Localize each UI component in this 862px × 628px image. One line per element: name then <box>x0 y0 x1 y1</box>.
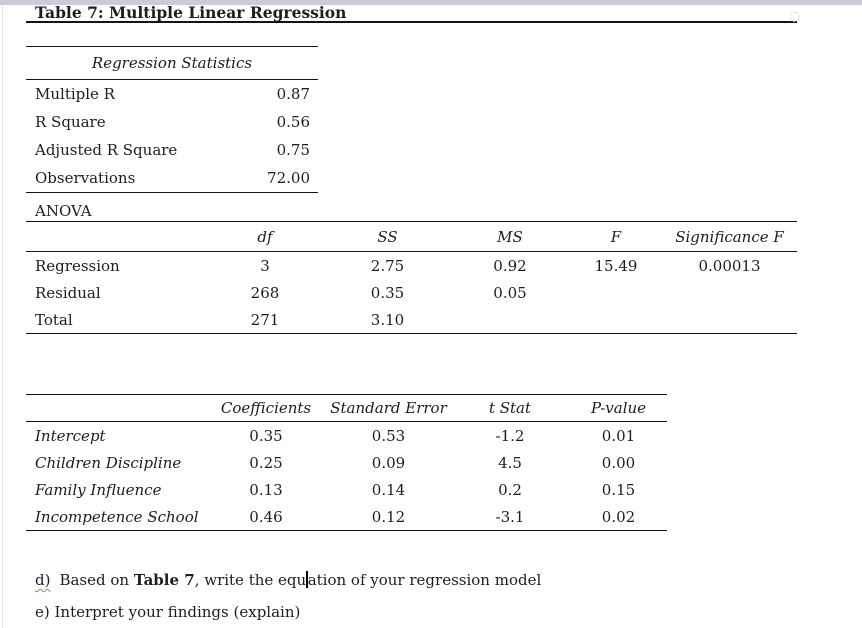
coef-standard-error: 0.09 <box>371 453 406 472</box>
coef-row-label: Incompetence School <box>35 507 199 526</box>
anchor-mark-icon <box>790 12 800 22</box>
table-row: Residual 268 0.35 0.05 <box>26 279 797 306</box>
coef-value: 0.13 <box>249 480 283 499</box>
table-row: Observations 72.00 <box>26 164 318 193</box>
coef-p-value: 0.15 <box>601 480 636 499</box>
coef-value: 0.35 <box>249 426 283 445</box>
stat-label: Multiple R <box>35 85 115 103</box>
anova-f <box>570 279 662 306</box>
table-row: Children Discipline 0.25 0.09 4.5 0.00 <box>26 449 667 476</box>
anova-ms: 0.92 <box>493 256 527 275</box>
table-row: Incompetence School 0.46 0.12 -3.1 0.02 <box>26 503 667 531</box>
coef-row-label: Intercept <box>35 426 106 445</box>
table-row: R Square 0.56 <box>26 108 318 136</box>
anova-col-ss: SS <box>325 221 450 252</box>
anova-col-sig-f: Significance F <box>662 221 797 252</box>
coef-col-standard-error: Standard Error <box>327 394 450 422</box>
coef-standard-error: 0.14 <box>371 480 406 499</box>
stat-value: 0.56 <box>276 113 310 131</box>
stat-value: 0.75 <box>276 141 310 159</box>
anova-ms <box>450 306 570 334</box>
regression-statistics-table: Regression Statistics Multiple R 0.87 R … <box>26 46 318 193</box>
title-underline <box>26 21 797 23</box>
anova-col-df: df <box>205 221 325 252</box>
table-title: Table 7: Multiple Linear Regression <box>35 3 347 22</box>
anova-df: 3 <box>260 256 270 275</box>
coefficients-table: Coefficients Standard Error t Stat P-val… <box>26 394 667 531</box>
table-header-row: df SS MS F Significance F <box>26 221 797 252</box>
anova-ss: 2.75 <box>370 256 405 275</box>
coef-t-stat: 0.2 <box>498 480 522 499</box>
coef-t-stat: -3.1 <box>495 507 525 526</box>
table-7-reference: Table 7 <box>133 571 195 589</box>
coef-col-coefficients: Coefficients <box>205 394 327 422</box>
coef-col-empty <box>26 394 205 422</box>
anova-col-f: F <box>570 221 662 252</box>
anova-col-empty <box>26 221 205 252</box>
question-d-prefix: d) <box>35 571 51 589</box>
table-row: Multiple R 0.87 <box>26 80 318 109</box>
coef-value: 0.25 <box>249 453 283 472</box>
anova-f: 15.49 <box>594 256 638 275</box>
anova-df: 268 <box>250 283 280 302</box>
table-row: Family Influence 0.13 0.14 0.2 0.15 <box>26 476 667 503</box>
anova-f <box>570 306 662 334</box>
coef-row-label: Children Discipline <box>35 453 182 472</box>
coef-p-value: 0.02 <box>601 507 636 526</box>
stat-value: 72.00 <box>267 169 310 187</box>
coef-p-value: 0.01 <box>601 426 636 445</box>
anova-col-ms: MS <box>450 221 570 252</box>
table-row: Adjusted R Square 0.75 <box>26 136 318 164</box>
anova-sig-f <box>662 306 797 334</box>
stat-label: Observations <box>35 169 136 187</box>
coef-t-stat: -1.2 <box>495 426 525 445</box>
anova-ms: 0.05 <box>493 283 527 302</box>
anova-ss: 3.10 <box>370 310 405 329</box>
coef-col-t-stat: t Stat <box>450 394 570 422</box>
question-d-line[interactable]: d) Based on Table 7, write the equ ation o… <box>35 571 541 589</box>
coef-p-value: 0.00 <box>601 453 636 472</box>
table-row: Regression 3 2.75 0.92 15.49 0.00013 <box>26 252 797 280</box>
anova-row-label: Residual <box>35 283 101 302</box>
table-row: Intercept 0.35 0.53 -1.2 0.01 <box>26 422 667 450</box>
anova-row-label: Regression <box>35 256 120 275</box>
table-header-row: Regression Statistics <box>26 46 318 80</box>
text-caret <box>306 571 308 588</box>
stat-label: R Square <box>35 113 106 131</box>
anova-ss: 0.35 <box>370 283 405 302</box>
coef-standard-error: 0.12 <box>371 507 406 526</box>
coef-col-p-value: P-value <box>570 394 667 422</box>
stat-value: 0.87 <box>276 85 310 103</box>
anova-table: df SS MS F Significance F Regression 3 2… <box>26 221 797 334</box>
window-top-bar <box>0 0 862 5</box>
anova-row-label: Total <box>35 310 73 329</box>
anova-sig-f <box>662 279 797 306</box>
question-e-line[interactable]: e) Interpret your findings (explain) <box>35 603 300 621</box>
page-left-edge <box>2 5 3 628</box>
table-header-row: Coefficients Standard Error t Stat P-val… <box>26 394 667 422</box>
regression-statistics-header: Regression Statistics <box>26 46 318 80</box>
coef-t-stat: 4.5 <box>498 453 522 472</box>
anova-sig-f: 0.00013 <box>698 256 761 275</box>
coef-value: 0.46 <box>249 507 283 526</box>
question-e-text: e) Interpret your findings (explain) <box>35 603 301 621</box>
anova-section-label: ANOVA <box>35 202 92 220</box>
anova-df: 271 <box>250 310 280 329</box>
question-d-text: , write the equ <box>194 571 307 589</box>
question-d-text: ation of your regression model <box>307 571 542 589</box>
stat-label: Adjusted R Square <box>35 141 178 159</box>
table-row: Total 271 3.10 <box>26 306 797 334</box>
question-d-text: Based on <box>59 571 134 589</box>
coef-standard-error: 0.53 <box>371 426 406 445</box>
coef-row-label: Family Influence <box>35 480 162 499</box>
